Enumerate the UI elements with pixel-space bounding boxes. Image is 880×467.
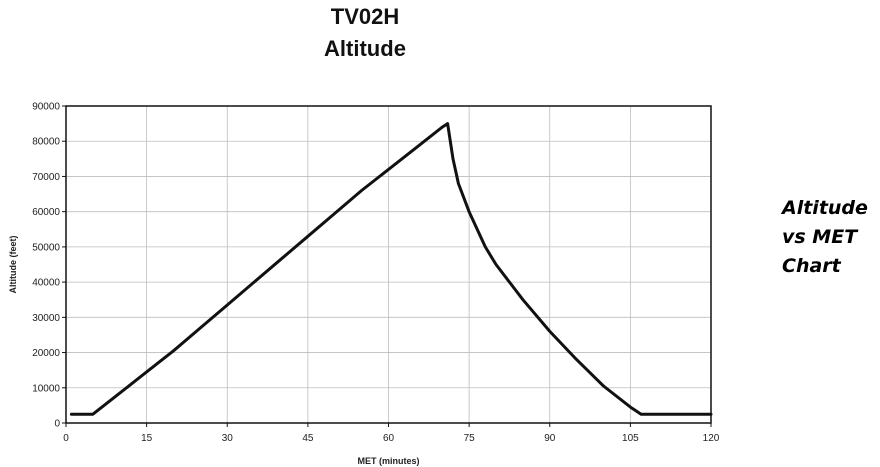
- chart-subtitle: Altitude: [324, 36, 406, 61]
- y-tick-label: 70000: [32, 172, 60, 183]
- x-tick-label: 30: [222, 433, 234, 444]
- y-tick-label: 30000: [32, 313, 60, 324]
- y-tick-label: 60000: [32, 207, 60, 218]
- y-tick-label: 0: [54, 419, 60, 430]
- grid-lines: [65, 105, 712, 424]
- y-axis: 0 10000 20000 30000 40000 50000 60000 70000 8000…: [32, 102, 66, 430]
- x-tick-label: 105: [622, 433, 639, 444]
- y-tick-label: 20000: [32, 348, 60, 359]
- caption-line-2: vs MET: [782, 226, 858, 248]
- y-tick-label: 50000: [32, 242, 60, 253]
- y-tick-label: 10000: [32, 383, 60, 394]
- caption-line-3: Chart: [782, 255, 841, 277]
- x-tick-label: 45: [302, 433, 314, 444]
- x-axis-title: MET (minutes): [358, 456, 420, 466]
- caption-line-1: Altitude: [782, 197, 868, 219]
- x-tick-label: 90: [544, 433, 556, 444]
- y-tick-label: 90000: [32, 102, 60, 113]
- chart-caption: Altitude vs MET Chart: [782, 194, 880, 281]
- y-tick-label: 80000: [32, 137, 60, 148]
- x-tick-label: 15: [141, 433, 153, 444]
- y-axis-title: Altitude (feet): [8, 236, 18, 294]
- x-tick-label: 75: [464, 433, 476, 444]
- altitude-series-line: [69, 122, 713, 416]
- y-tick-label: 40000: [32, 278, 60, 289]
- x-axis: 0 15 30 45 60 75 90 105 120: [63, 423, 720, 444]
- x-tick-label: 60: [383, 433, 395, 444]
- chart-title: TV02H: [330, 4, 400, 29]
- x-tick-label: 0: [63, 433, 69, 444]
- x-tick-label: 120: [703, 433, 720, 444]
